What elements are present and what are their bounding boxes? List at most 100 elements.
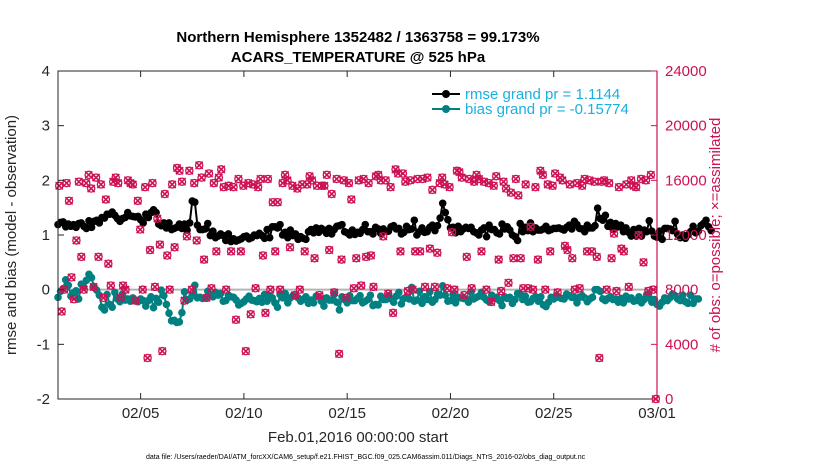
obs-possible-circle	[133, 196, 143, 206]
obs-possible-circle	[185, 166, 194, 176]
obs-possible-circle	[521, 180, 530, 189]
obs-assimilated-cross	[592, 252, 602, 262]
obs-assimilated-cross	[133, 196, 142, 205]
obs-possible-circle	[307, 176, 317, 185]
obs-possible-circle	[467, 284, 476, 293]
obs-count-marker	[162, 251, 172, 260]
obs-possible-circle	[447, 228, 457, 237]
obs-assimilated-cross	[391, 165, 400, 174]
obs-count-marker	[553, 288, 562, 297]
obs-possible-circle	[428, 185, 437, 195]
rmse-point	[601, 211, 610, 220]
obs-possible-circle	[229, 182, 238, 192]
obs-count-marker	[135, 225, 145, 234]
obs-assimilated-cross	[607, 254, 616, 263]
bias-point	[498, 301, 506, 310]
obs-assimilated-cross	[192, 236, 201, 245]
obs-count-marker	[450, 285, 459, 294]
obs-count-marker	[217, 165, 226, 174]
obs-assimilated-cross	[349, 284, 358, 293]
obs-count-marker	[253, 182, 263, 192]
rmse-point	[338, 220, 346, 229]
obs-assimilated-cross	[327, 189, 336, 199]
obs-count-marker	[504, 278, 513, 288]
obs-assimilated-cross	[69, 295, 79, 304]
obs-assimilated-cross	[541, 285, 550, 294]
rmse-point	[580, 227, 589, 236]
obs-possible-circle	[342, 293, 351, 303]
bias-point	[160, 291, 168, 300]
obs-possible-circle	[504, 278, 513, 288]
obs-possible-circle	[514, 191, 523, 200]
y-right-tick-label: 4000	[665, 336, 698, 353]
obs-assimilated-cross	[271, 247, 280, 256]
obs-count-marker	[239, 181, 248, 191]
x-tick-label: 02/20	[432, 405, 470, 422]
obs-assimilated-cross	[489, 181, 498, 190]
y-left-tick-label: -1	[37, 336, 50, 353]
obs-assimilated-cross	[558, 176, 567, 185]
obs-assimilated-cross	[273, 198, 282, 207]
obs-count-marker	[165, 285, 174, 294]
obs-count-marker	[226, 247, 236, 256]
bias-point	[366, 291, 375, 299]
obs-assimilated-cross	[334, 349, 344, 359]
obs-possible-circle	[587, 247, 597, 256]
obs-count-marker	[572, 178, 582, 188]
obs-assimilated-cross	[631, 183, 641, 192]
obs-count-marker	[541, 285, 550, 294]
obs-assimilated-cross	[644, 286, 653, 296]
obs-count-marker	[116, 293, 125, 303]
obs-assimilated-cross	[568, 254, 577, 263]
obs-possible-circle	[207, 284, 216, 293]
obs-assimilated-cross	[553, 288, 562, 297]
obs-assimilated-cross	[344, 178, 354, 188]
obs-assimilated-cross	[79, 285, 88, 294]
obs-assimilated-cross	[595, 353, 604, 363]
obs-assimilated-cross	[170, 243, 179, 252]
obs-possible-circle	[501, 184, 511, 193]
obs-possible-circle	[329, 288, 339, 297]
rmse-point	[441, 208, 450, 217]
obs-assimilated-cross	[614, 183, 624, 192]
bias-point	[100, 306, 109, 314]
obs-count-marker	[251, 284, 260, 293]
y-left-tick-label: 4	[42, 63, 50, 80]
bias-point	[694, 295, 703, 303]
obs-assimilated-cross	[361, 252, 371, 262]
obs-assimilated-cross	[325, 245, 334, 255]
bias-point	[162, 300, 171, 309]
obs-assimilated-cross	[96, 180, 106, 189]
obs-possible-circle	[334, 349, 344, 359]
obs-assimilated-cross	[342, 293, 351, 303]
obs-possible-circle	[77, 252, 86, 262]
obs-assimilated-cross	[406, 176, 415, 185]
obs-possible-circle	[94, 252, 103, 262]
obs-possible-circle	[425, 244, 435, 253]
obs-count-marker	[612, 286, 621, 296]
obs-assimilated-cross	[401, 177, 410, 186]
obs-count-marker	[131, 296, 140, 305]
obs-possible-circle	[239, 181, 248, 191]
obs-possible-circle	[165, 285, 174, 294]
obs-possible-circle	[595, 353, 604, 363]
obs-possible-circle	[339, 176, 349, 185]
obs-count-marker	[285, 243, 295, 252]
obs-possible-circle	[72, 236, 81, 245]
obs-possible-circle	[317, 181, 327, 191]
obs-possible-circle	[67, 273, 76, 282]
obs-count-marker	[487, 297, 496, 307]
obs-assimilated-cross	[322, 170, 331, 180]
obs-possible-circle	[533, 255, 543, 264]
chart-title-line1: Northern Hemisphere 1352482 / 1363758 = …	[176, 29, 539, 46]
obs-possible-circle	[69, 294, 79, 304]
obs-count-marker	[646, 170, 656, 180]
obs-assimilated-cross	[479, 177, 489, 186]
obs-possible-circle	[177, 177, 187, 186]
legend-entry-rmse: rmse grand pr = 1.1144	[432, 86, 620, 103]
obs-assimilated-cross	[570, 285, 579, 294]
obs-possible-circle	[204, 169, 214, 178]
obs-assimilated-cross	[121, 285, 130, 294]
bias-point	[309, 298, 318, 307]
obs-assimilated-cross	[573, 178, 582, 188]
